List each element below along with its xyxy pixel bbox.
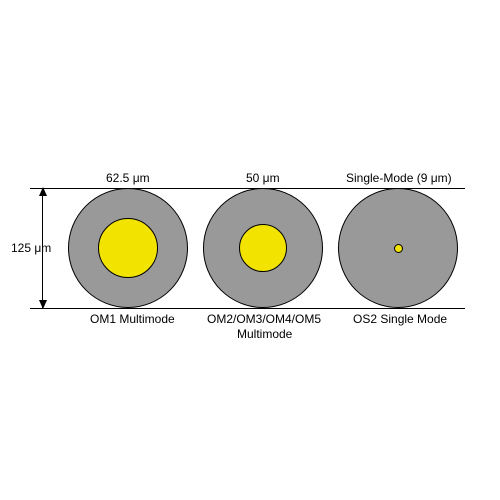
fiber-bottom-label: OM2/OM3/OM4/OM5 xyxy=(207,312,321,326)
fiber-top-label: 62.5 μm xyxy=(106,171,150,185)
dimension-label: 125 μm xyxy=(11,241,51,255)
bottom-rule-line xyxy=(30,308,465,309)
fiber-core xyxy=(394,244,403,253)
fiber-top-label: Single-Mode (9 μm) xyxy=(346,171,452,185)
fiber-top-label: 50 μm xyxy=(246,171,280,185)
fiber-bottom-label: OM1 Multimode xyxy=(90,312,175,326)
fiber-core xyxy=(98,218,158,278)
fiber-diagram: 125 μm 62.5 μm OM1 Multimode 50 μm OM2/O… xyxy=(0,0,500,500)
fiber-bottom-label: OS2 Single Mode xyxy=(353,312,447,326)
arrowhead-up-icon xyxy=(39,187,47,196)
fiber-core xyxy=(239,224,287,272)
arrowhead-down-icon xyxy=(39,300,47,309)
group-label: Multimode xyxy=(237,327,292,341)
